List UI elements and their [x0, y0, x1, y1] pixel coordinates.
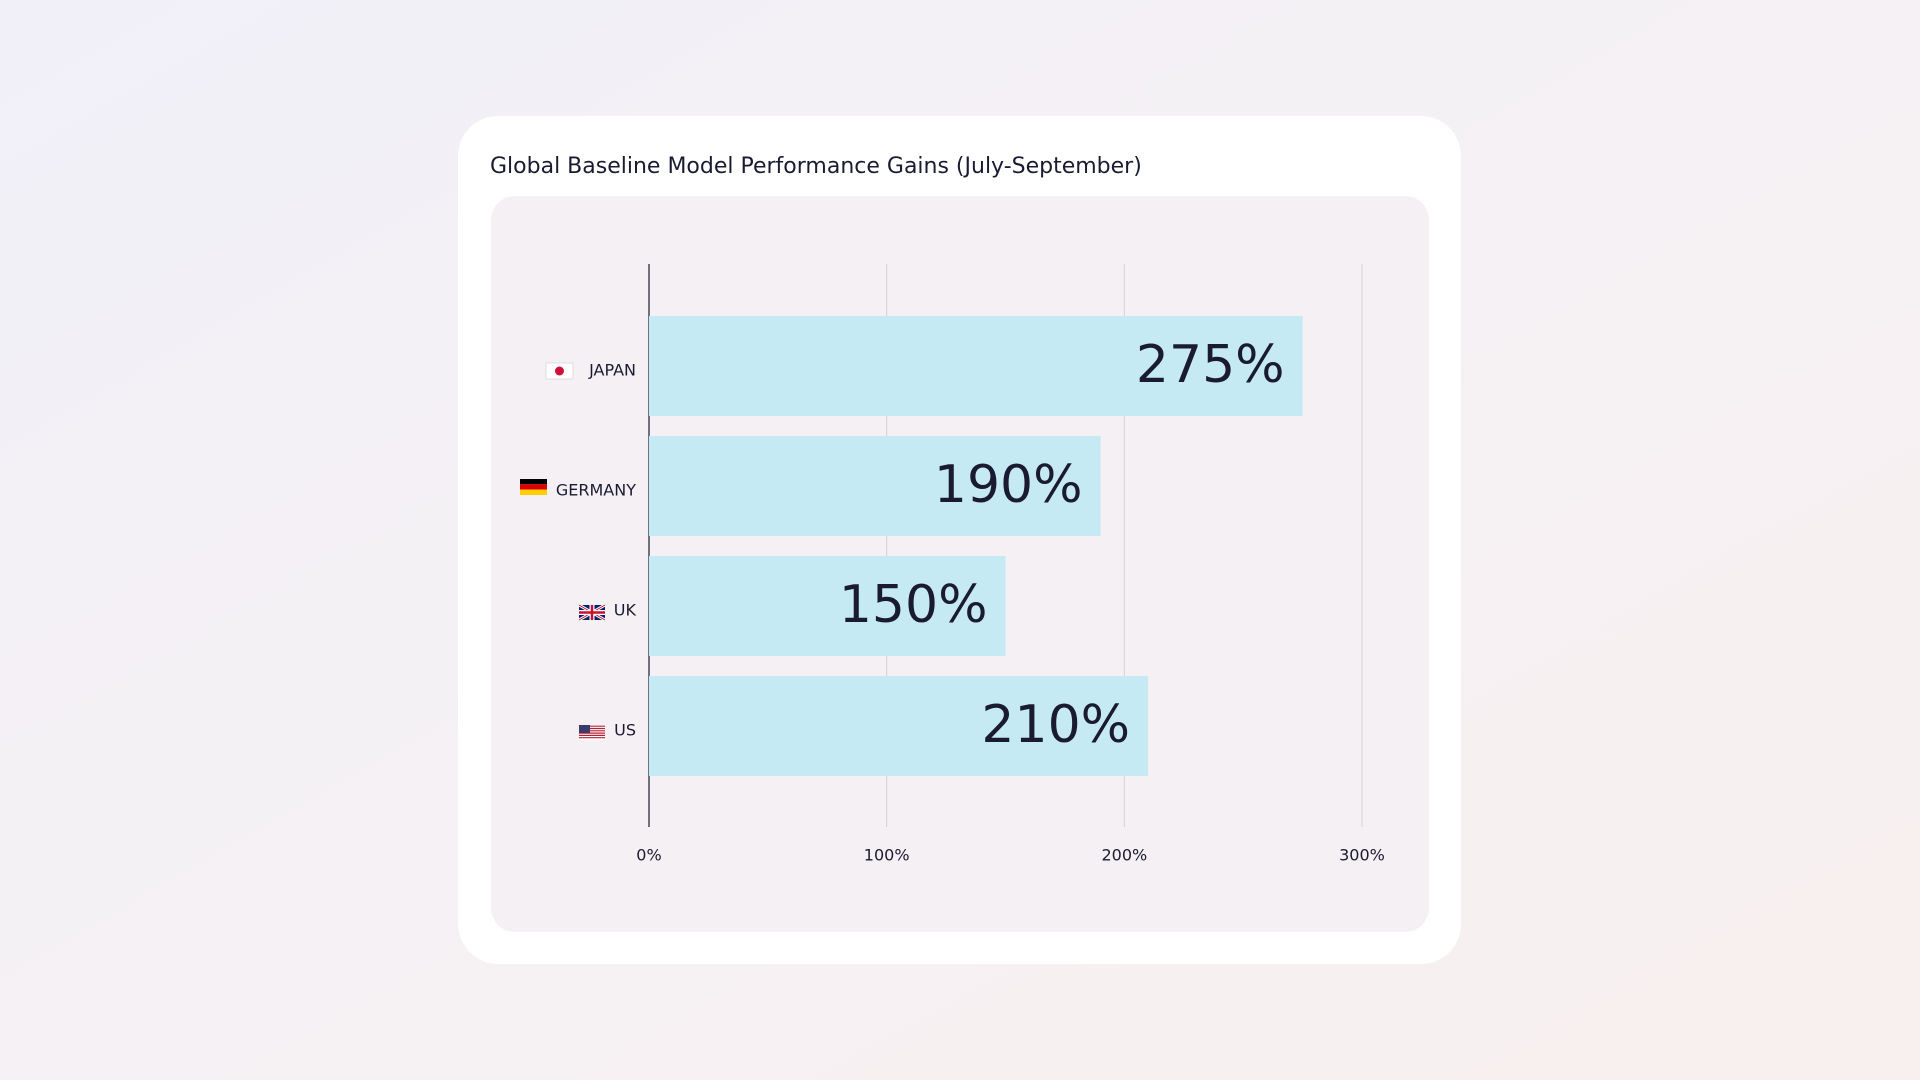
x-tick-label: 300% — [1339, 846, 1385, 865]
bar — [649, 676, 1149, 776]
value-label: 275% — [1136, 335, 1285, 395]
x-tick-label: 0% — [636, 846, 661, 865]
x-tick-label: 100% — [864, 846, 910, 865]
y-tick-label: US — [614, 721, 636, 740]
bar — [649, 556, 1006, 656]
flag-uk — [578, 603, 606, 622]
y-tick-label: JAPAN — [588, 361, 636, 380]
bar — [649, 316, 1303, 416]
value-label: 190% — [934, 455, 1083, 515]
y-tick-label: GERMANY — [556, 481, 636, 500]
x-tick-label: 200% — [1101, 846, 1147, 865]
value-label: 210% — [981, 695, 1130, 755]
flag-japan — [545, 362, 574, 380]
value-label: 150% — [839, 575, 988, 635]
bar — [649, 436, 1101, 536]
flag-us — [579, 725, 605, 740]
y-tick-label: UK — [614, 601, 637, 620]
flag-germany — [520, 479, 547, 495]
chart-title: Global Baseline Model Performance Gains … — [490, 154, 1142, 179]
